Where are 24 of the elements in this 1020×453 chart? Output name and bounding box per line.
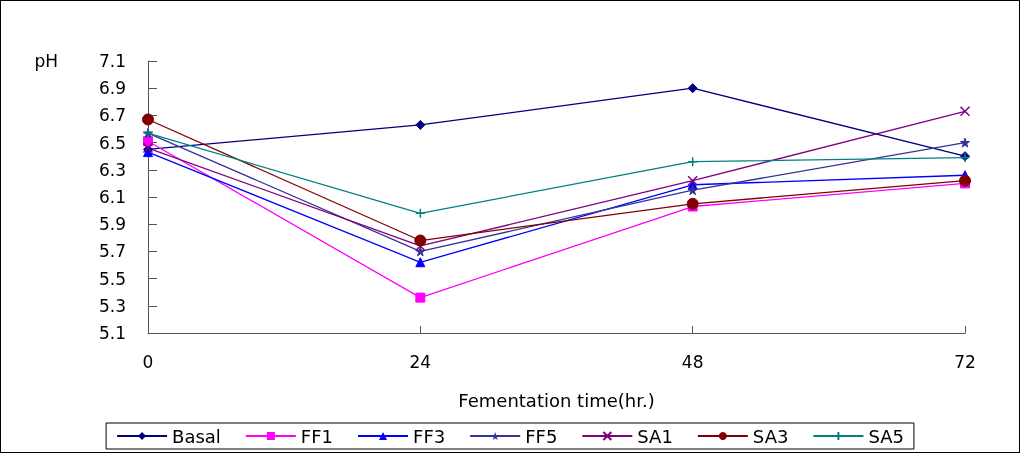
legend-label: SA5 [868,425,904,447]
legend-label: SA3 [752,425,789,447]
y-tick-label: 5.9 [98,214,126,235]
y-tick-label: 6.5 [98,132,126,153]
x-tick-label: 72 [954,351,976,372]
y-tick-label: 5.1 [98,323,126,343]
y-tick-label: 6.7 [98,105,126,126]
y-axis-title: pH [34,51,58,71]
x-axis-title: Fementation time(hr.) [458,389,655,411]
legend-label: FF1 [300,425,334,447]
y-tick-label: 6.9 [98,78,126,99]
y-tick-label: 6.1 [98,187,126,207]
y-tick-label: 5.5 [98,268,126,289]
x-tick-label: 0 [142,351,154,372]
x-tick-label: 24 [409,351,432,372]
y-tick-label: 5.7 [98,241,126,262]
x-tick-label: 48 [681,351,704,372]
legend-label: FF5 [525,425,558,447]
legend-label: SA1 [637,425,673,447]
legend-label: FF3 [413,425,446,447]
y-tick-label: 6.3 [98,159,126,180]
y-tick-label: 7.1 [98,51,126,71]
y-tick-label: 5.3 [98,295,126,316]
legend-label: Basal [172,425,221,447]
